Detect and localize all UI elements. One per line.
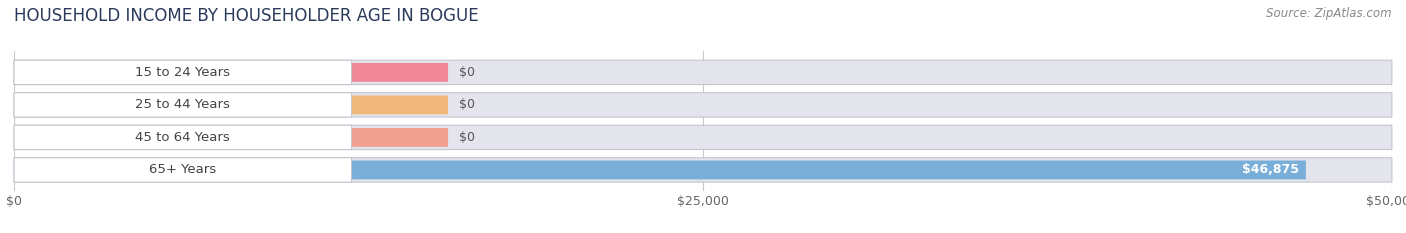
FancyBboxPatch shape xyxy=(14,63,449,82)
FancyBboxPatch shape xyxy=(14,93,352,117)
Text: $0: $0 xyxy=(460,98,475,111)
FancyBboxPatch shape xyxy=(14,60,352,85)
FancyBboxPatch shape xyxy=(14,125,1392,150)
FancyBboxPatch shape xyxy=(14,60,1392,85)
FancyBboxPatch shape xyxy=(14,128,449,147)
Text: HOUSEHOLD INCOME BY HOUSEHOLDER AGE IN BOGUE: HOUSEHOLD INCOME BY HOUSEHOLDER AGE IN B… xyxy=(14,7,478,25)
Text: $0: $0 xyxy=(460,66,475,79)
FancyBboxPatch shape xyxy=(14,125,352,150)
FancyBboxPatch shape xyxy=(14,96,449,114)
Text: 45 to 64 Years: 45 to 64 Years xyxy=(135,131,231,144)
Text: $46,875: $46,875 xyxy=(1241,163,1299,176)
FancyBboxPatch shape xyxy=(14,93,1392,117)
Text: $0: $0 xyxy=(460,131,475,144)
Text: Source: ZipAtlas.com: Source: ZipAtlas.com xyxy=(1267,7,1392,20)
Text: 65+ Years: 65+ Years xyxy=(149,163,217,176)
Text: 15 to 24 Years: 15 to 24 Years xyxy=(135,66,231,79)
FancyBboxPatch shape xyxy=(14,158,352,182)
Text: 25 to 44 Years: 25 to 44 Years xyxy=(135,98,231,111)
FancyBboxPatch shape xyxy=(14,158,1392,182)
FancyBboxPatch shape xyxy=(14,161,1306,179)
